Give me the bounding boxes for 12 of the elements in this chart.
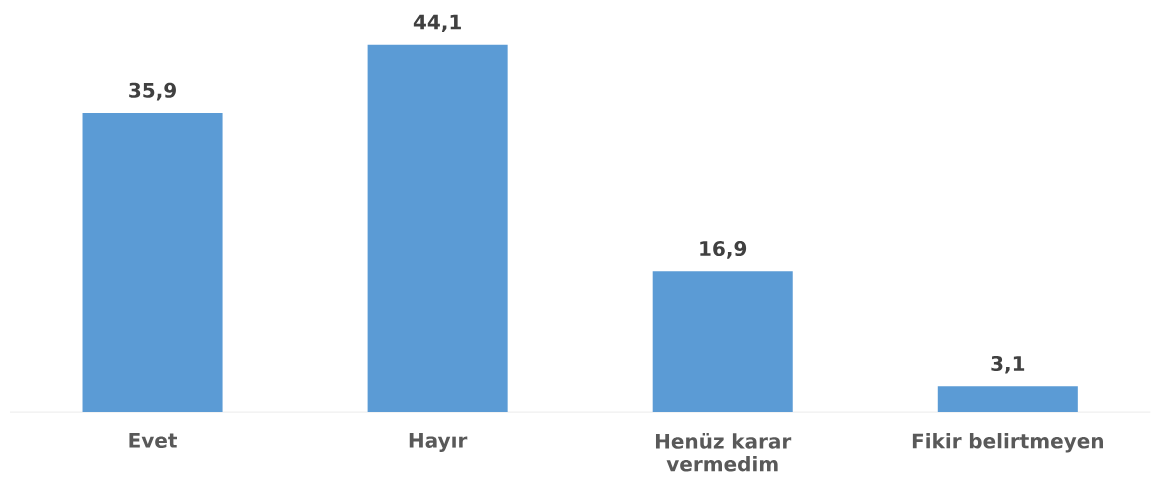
x-tick-label: Fikir belirtmeyen xyxy=(912,432,1103,453)
data-label: 35,9 xyxy=(129,82,176,101)
bar xyxy=(652,271,793,413)
x-tick-label: Hayır xyxy=(409,432,468,452)
data-label: 16,9 xyxy=(700,240,747,259)
data-label: 44,1 xyxy=(413,14,461,33)
bar xyxy=(82,113,223,413)
data-label: 3,1 xyxy=(991,355,1025,374)
x-tick-label: Henüz karar vermedim xyxy=(655,432,792,472)
bar xyxy=(937,386,1078,413)
x-tick-label: Evet xyxy=(129,432,177,448)
bar xyxy=(367,44,508,413)
